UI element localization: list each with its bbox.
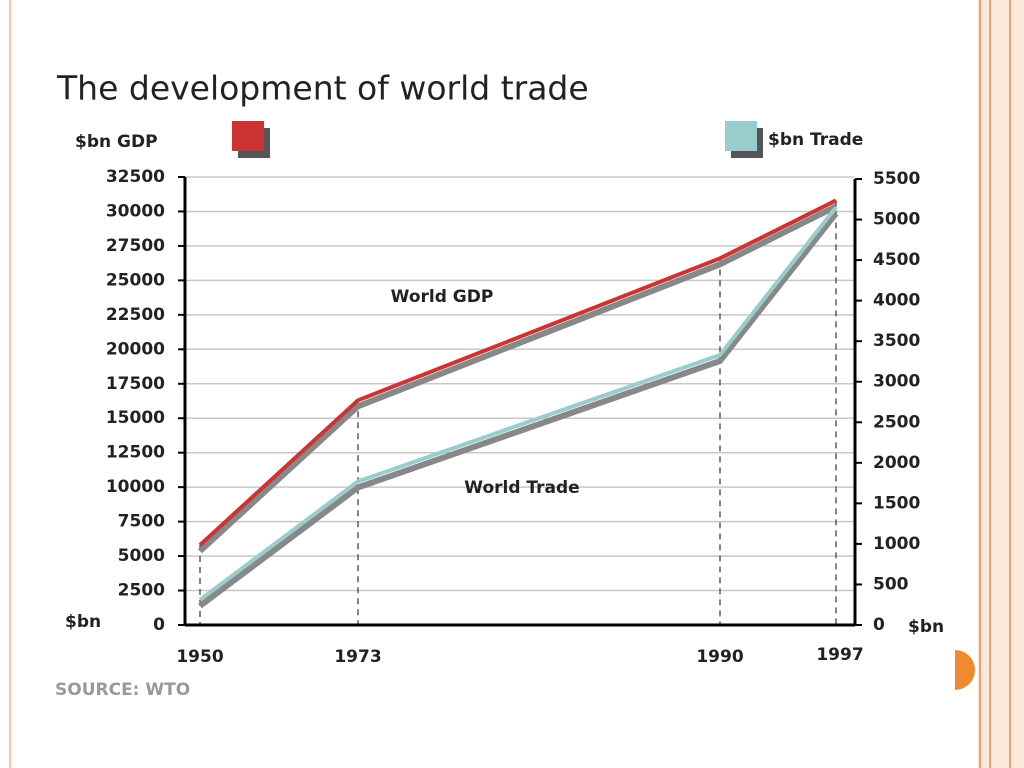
y-tick-label: 7500 [118,512,165,532]
y2-tick-label: 5500 [873,169,920,189]
y2-tick-label: 500 [873,574,909,594]
x-tick-label: 1990 [696,647,743,667]
y2-tick-label: 1500 [873,493,920,513]
y-tick-label: 12500 [106,443,165,463]
y-tick-label: 17500 [106,374,165,394]
y-tick-label: 0 [153,615,165,635]
y-tick-label: 5000 [118,546,165,566]
line-shadow [198,211,839,609]
y-tick-label: 22500 [106,305,165,325]
y2-tick-label: 2500 [873,412,920,432]
y-tick-label: 32500 [106,167,165,187]
data-line [198,206,838,602]
y2-tick-label: 0 [873,615,885,635]
y2-axis-label: $bn Trade [768,130,863,150]
x-tick-label: 1973 [334,647,381,667]
y2-unit-label: $bn [908,617,944,637]
x-tick-label: 1997 [816,645,863,665]
y2-tick-label: 1000 [873,534,920,554]
y-tick-label: 10000 [106,477,165,497]
y-tick-label: 25000 [106,270,165,290]
y-tick-label: 27500 [106,236,165,256]
y2-tick-label: 4500 [873,250,920,270]
slide-decoration-mask [880,640,955,700]
y-tick-label: 15000 [106,408,165,428]
y2-tick-label: 3500 [873,331,920,351]
data-line [198,198,837,547]
series-label: World Trade [464,478,579,498]
y-tick-label: 2500 [118,581,165,601]
y2-tick-label: 2000 [873,453,920,473]
source-note: SOURCE: WTO [55,680,190,700]
legend-swatch [232,121,264,151]
y2-tick-label: 3000 [873,372,920,392]
slide-side-band [978,0,1024,768]
line-shadow [197,203,838,554]
legend-swatch [725,121,757,151]
x-tick-label: 1950 [176,647,223,667]
y2-tick-label: 4000 [873,291,920,311]
y-tick-label: 20000 [106,339,165,359]
series-label: World GDP [391,287,494,307]
chart-title: The development of world trade [56,69,589,108]
y-axis-label: $bn GDP [75,132,158,152]
y-unit-label: $bn [65,612,101,632]
y-tick-label: 30000 [106,201,165,221]
y2-tick-label: 5000 [873,210,920,230]
